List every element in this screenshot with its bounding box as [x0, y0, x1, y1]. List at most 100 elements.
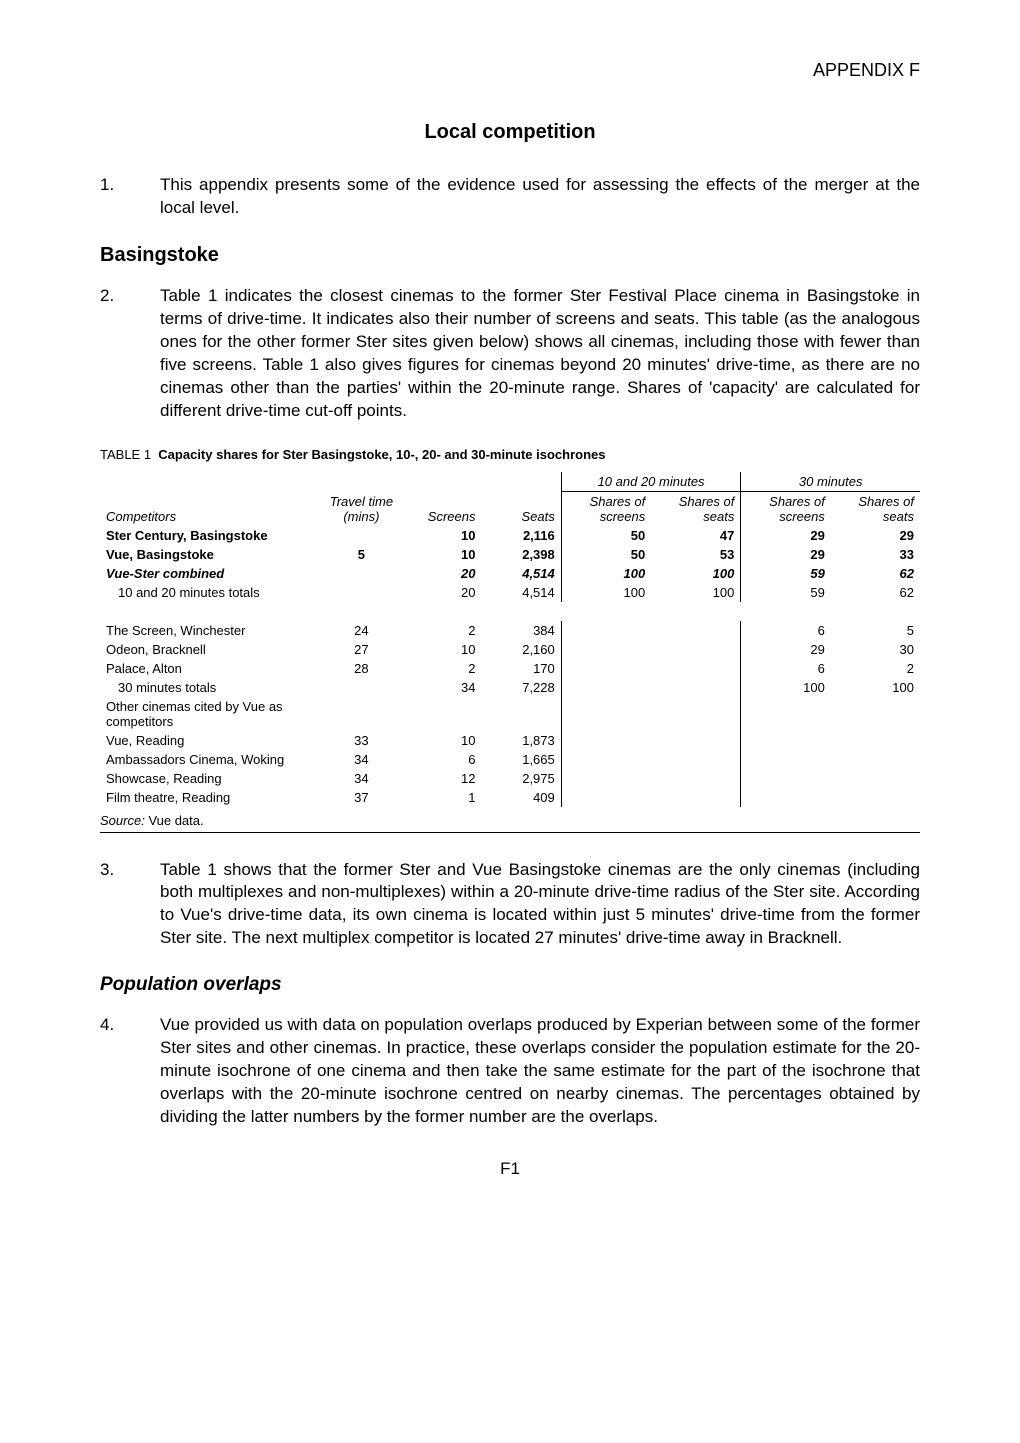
cell-shares-screens-2: 59 — [741, 583, 831, 602]
table-rule — [100, 832, 920, 833]
table-number: TABLE 1 — [100, 447, 151, 462]
table-row: Vue-Ster combined204,5141001005962 — [100, 564, 920, 583]
col-blank — [401, 472, 481, 492]
cell-competitor: Odeon, Bracknell — [100, 640, 322, 659]
paragraph-1: 1. This appendix presents some of the ev… — [100, 174, 920, 220]
cell-seats: 4,514 — [481, 583, 561, 602]
col-blank — [100, 472, 322, 492]
table-row: Odeon, Bracknell27102,1602930 — [100, 640, 920, 659]
cell-travel — [322, 526, 402, 545]
cell-screens: 10 — [401, 545, 481, 564]
cell-shares-screens-2: 6 — [741, 621, 831, 640]
cell-competitor: 10 and 20 minutes totals — [100, 583, 322, 602]
capacity-table: 10 and 20 minutes 30 minutes Competitors… — [100, 472, 920, 807]
cell-shares-screens-1 — [561, 621, 651, 640]
cell-shares-seats-2 — [831, 750, 920, 769]
cell-shares-screens-2 — [741, 731, 831, 750]
cell-competitor: Film theatre, Reading — [100, 788, 322, 807]
table-row: Vue, Reading33101,873 — [100, 731, 920, 750]
cell-screens: 10 — [401, 526, 481, 545]
cell-travel: 34 — [322, 750, 402, 769]
cell-travel: 24 — [322, 621, 402, 640]
table-row: Ster Century, Basingstoke102,11650472929 — [100, 526, 920, 545]
table-spacer — [100, 602, 920, 621]
table-title: Capacity shares for Ster Basingstoke, 10… — [158, 447, 605, 462]
cell-shares-seats-1: 100 — [651, 583, 741, 602]
cell-seats: 2,116 — [481, 526, 561, 545]
cell-shares-screens-2: 29 — [741, 526, 831, 545]
appendix-header: APPENDIX F — [100, 60, 920, 81]
cell-shares-screens-2: 6 — [741, 659, 831, 678]
cell-shares-seats-1 — [651, 659, 741, 678]
cell-seats: 2,975 — [481, 769, 561, 788]
cell-shares-screens-1 — [561, 678, 651, 697]
source-label: Source: — [100, 813, 145, 828]
cell-shares-seats-2 — [831, 769, 920, 788]
para-text: This appendix presents some of the evide… — [160, 174, 920, 220]
page: APPENDIX F Local competition 1. This app… — [0, 0, 1020, 1443]
cell-shares-seats-1 — [651, 621, 741, 640]
cell-screens: 1 — [401, 788, 481, 807]
cell-shares-seats-2 — [831, 731, 920, 750]
table-row: Other cinemas cited by Vue as competitor… — [100, 697, 920, 731]
table-row: 10 and 20 minutes totals204,514100100596… — [100, 583, 920, 602]
col-seats: Seats — [481, 491, 561, 526]
cell-shares-screens-2 — [741, 750, 831, 769]
cell-travel: 37 — [322, 788, 402, 807]
paragraph-2: 2. Table 1 indicates the closest cinemas… — [100, 285, 920, 423]
cell-shares-screens-1 — [561, 769, 651, 788]
cell-shares-seats-2 — [831, 788, 920, 807]
table-row: Ambassadors Cinema, Woking3461,665 — [100, 750, 920, 769]
cell-shares-seats-1 — [651, 731, 741, 750]
cell-shares-screens-2 — [741, 788, 831, 807]
cell-shares-screens-1: 50 — [561, 526, 651, 545]
cell-travel — [322, 678, 402, 697]
col-screens: Screens — [401, 491, 481, 526]
cell-shares-seats-1 — [651, 697, 741, 731]
col-travel-time: Travel time (mins) — [322, 491, 402, 526]
source-text: Vue data. — [148, 813, 203, 828]
table-row — [100, 602, 920, 621]
table-row: Palace, Alton28217062 — [100, 659, 920, 678]
paragraph-3: 3. Table 1 shows that the former Ster an… — [100, 859, 920, 951]
table-row: Showcase, Reading34122,975 — [100, 769, 920, 788]
para-number: 1. — [100, 174, 160, 220]
table-source: Source: Vue data. — [100, 813, 920, 828]
page-footer: F1 — [100, 1159, 920, 1179]
cell-shares-screens-1: 100 — [561, 583, 651, 602]
cell-shares-seats-1 — [651, 750, 741, 769]
col-competitors: Competitors — [100, 491, 322, 526]
col-blank — [481, 472, 561, 492]
cell-shares-seats-1 — [651, 678, 741, 697]
table-row: Film theatre, Reading371409 — [100, 788, 920, 807]
cell-travel: 33 — [322, 731, 402, 750]
cell-travel: 5 — [322, 545, 402, 564]
section-basingstoke: Basingstoke — [100, 244, 920, 267]
cell-screens: 2 — [401, 659, 481, 678]
cell-shares-seats-2: 5 — [831, 621, 920, 640]
cell-shares-seats-2: 100 — [831, 678, 920, 697]
cell-shares-screens-2: 59 — [741, 564, 831, 583]
para-text: Table 1 indicates the closest cinemas to… — [160, 285, 920, 423]
col-shares-screens-2: Shares of screens — [741, 491, 831, 526]
cell-seats: 2,398 — [481, 545, 561, 564]
cell-shares-screens-2 — [741, 769, 831, 788]
cell-competitor: The Screen, Winchester — [100, 621, 322, 640]
cell-shares-screens-1: 50 — [561, 545, 651, 564]
table-row: 30 minutes totals347,228100100 — [100, 678, 920, 697]
cell-competitor: Vue, Reading — [100, 731, 322, 750]
para-number: 3. — [100, 859, 160, 951]
cell-travel — [322, 697, 402, 731]
col-shares-seats-2: Shares of seats — [831, 491, 920, 526]
para-text: Table 1 shows that the former Ster and V… — [160, 859, 920, 951]
cell-travel: 28 — [322, 659, 402, 678]
cell-competitor: Palace, Alton — [100, 659, 322, 678]
col-shares-seats-1: Shares of seats — [651, 491, 741, 526]
col-shares-screens-1: Shares of screens — [561, 491, 651, 526]
cell-seats: 2,160 — [481, 640, 561, 659]
cell-shares-seats-2: 62 — [831, 583, 920, 602]
cell-shares-screens-1: 100 — [561, 564, 651, 583]
cell-shares-screens-2 — [741, 697, 831, 731]
cell-seats — [481, 697, 561, 731]
paragraph-4: 4. Vue provided us with data on populati… — [100, 1014, 920, 1129]
